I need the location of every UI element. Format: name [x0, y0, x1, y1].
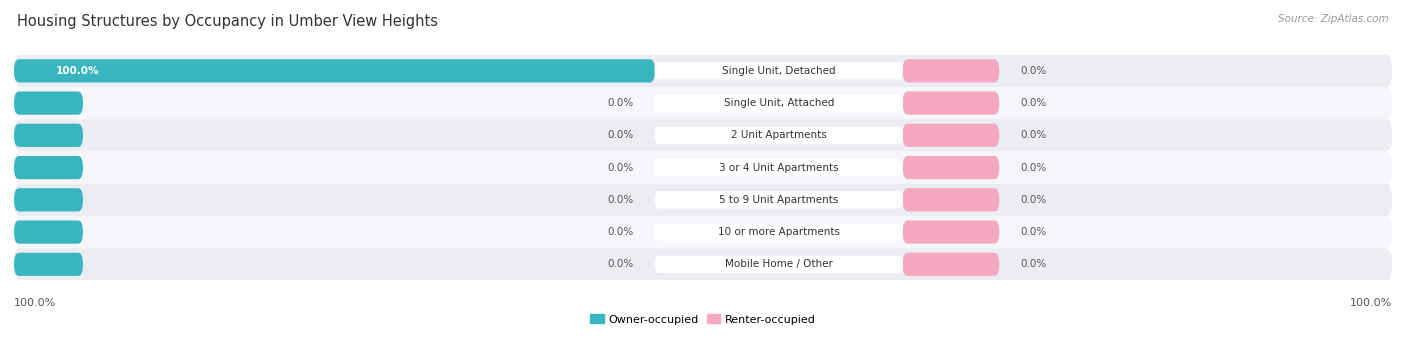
FancyBboxPatch shape	[14, 119, 1392, 152]
FancyBboxPatch shape	[903, 59, 1000, 82]
Legend: Owner-occupied, Renter-occupied: Owner-occupied, Renter-occupied	[591, 314, 815, 325]
Text: Source: ZipAtlas.com: Source: ZipAtlas.com	[1278, 14, 1389, 24]
FancyBboxPatch shape	[14, 248, 1392, 280]
Text: 0.0%: 0.0%	[607, 227, 634, 237]
Text: 10 or more Apartments: 10 or more Apartments	[718, 227, 839, 237]
Text: 0.0%: 0.0%	[607, 259, 634, 269]
FancyBboxPatch shape	[903, 91, 1000, 115]
Text: 0.0%: 0.0%	[607, 130, 634, 140]
Text: 0.0%: 0.0%	[1019, 130, 1046, 140]
FancyBboxPatch shape	[14, 253, 83, 276]
Text: 0.0%: 0.0%	[607, 195, 634, 205]
FancyBboxPatch shape	[14, 55, 1392, 87]
FancyBboxPatch shape	[655, 94, 903, 112]
Text: 0.0%: 0.0%	[607, 162, 634, 173]
FancyBboxPatch shape	[903, 124, 1000, 147]
FancyBboxPatch shape	[655, 159, 903, 176]
Text: Mobile Home / Other: Mobile Home / Other	[725, 259, 832, 269]
Text: 100.0%: 100.0%	[55, 66, 98, 76]
Text: 0.0%: 0.0%	[1019, 259, 1046, 269]
Text: Single Unit, Attached: Single Unit, Attached	[724, 98, 834, 108]
FancyBboxPatch shape	[14, 124, 83, 147]
FancyBboxPatch shape	[655, 223, 903, 241]
FancyBboxPatch shape	[903, 156, 1000, 179]
Text: 3 or 4 Unit Apartments: 3 or 4 Unit Apartments	[718, 162, 838, 173]
Text: 0.0%: 0.0%	[1019, 66, 1046, 76]
FancyBboxPatch shape	[14, 188, 83, 211]
Text: 5 to 9 Unit Apartments: 5 to 9 Unit Apartments	[718, 195, 838, 205]
FancyBboxPatch shape	[14, 156, 83, 179]
FancyBboxPatch shape	[655, 255, 903, 273]
Text: 0.0%: 0.0%	[1019, 227, 1046, 237]
Text: 0.0%: 0.0%	[1019, 98, 1046, 108]
Text: Single Unit, Detached: Single Unit, Detached	[721, 66, 835, 76]
Text: 100.0%: 100.0%	[14, 298, 56, 308]
Text: Housing Structures by Occupancy in Umber View Heights: Housing Structures by Occupancy in Umber…	[17, 14, 437, 29]
Text: 0.0%: 0.0%	[1019, 162, 1046, 173]
FancyBboxPatch shape	[655, 191, 903, 209]
FancyBboxPatch shape	[655, 127, 903, 144]
FancyBboxPatch shape	[14, 216, 1392, 248]
FancyBboxPatch shape	[14, 184, 1392, 216]
FancyBboxPatch shape	[903, 188, 1000, 211]
Text: 0.0%: 0.0%	[1019, 195, 1046, 205]
Text: 0.0%: 0.0%	[607, 98, 634, 108]
FancyBboxPatch shape	[903, 221, 1000, 244]
FancyBboxPatch shape	[14, 152, 1392, 184]
FancyBboxPatch shape	[14, 91, 83, 115]
Text: 100.0%: 100.0%	[1350, 298, 1392, 308]
Text: 2 Unit Apartments: 2 Unit Apartments	[731, 130, 827, 140]
FancyBboxPatch shape	[655, 62, 903, 80]
FancyBboxPatch shape	[903, 253, 1000, 276]
FancyBboxPatch shape	[14, 221, 83, 244]
FancyBboxPatch shape	[14, 87, 1392, 119]
FancyBboxPatch shape	[14, 59, 655, 82]
